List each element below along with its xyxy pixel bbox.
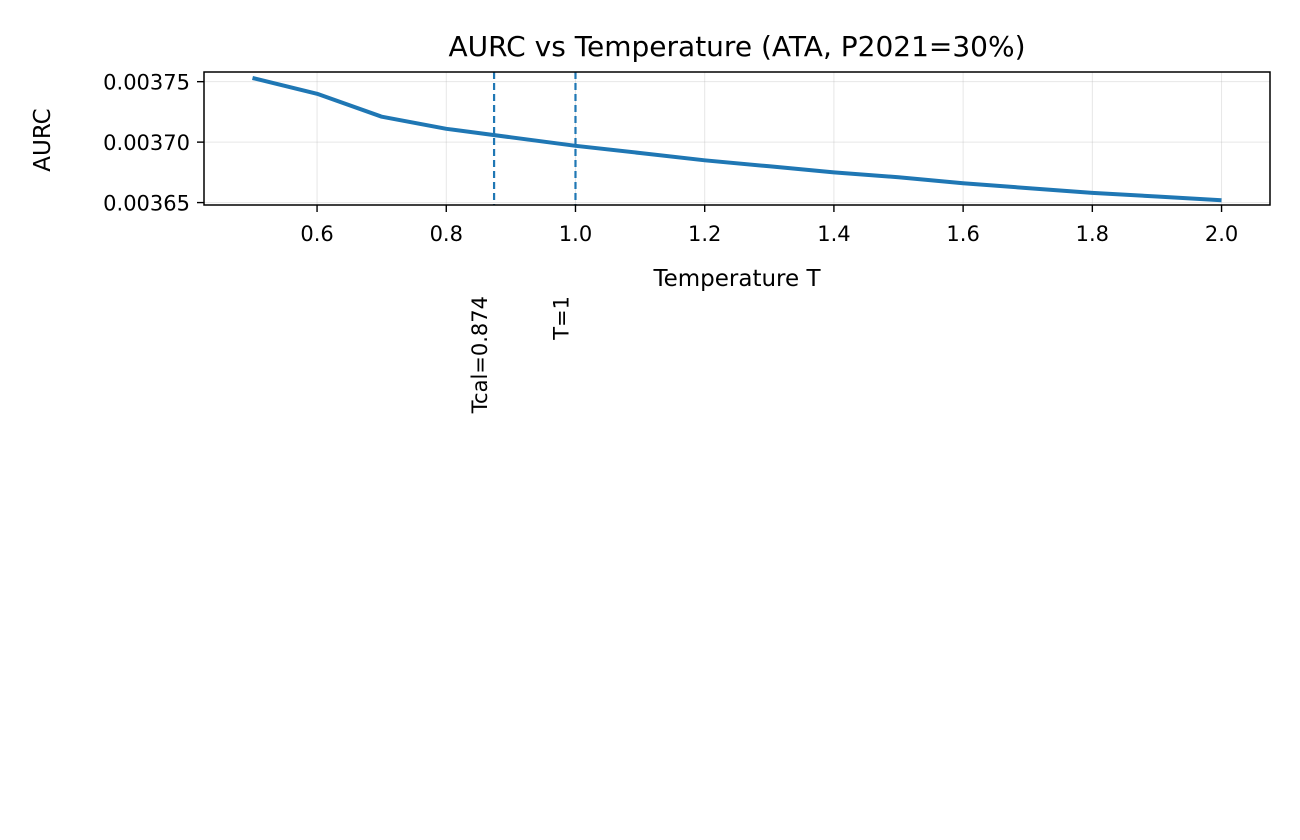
y-tick-label: 0.00375 — [103, 71, 190, 95]
x-tick-label: 0.6 — [300, 222, 333, 246]
y-axis-label: AURC — [30, 108, 56, 171]
reference-line-label: T=1 — [549, 296, 573, 341]
plot-area-frame — [203, 71, 1271, 206]
x-tick-label: 0.8 — [430, 222, 463, 246]
x-tick-label: 1.6 — [946, 222, 979, 246]
reference-lines — [492, 72, 577, 205]
chart-title: AURC vs Temperature (ATA, P2021=30%) — [448, 30, 1025, 63]
y-tick-label: 0.00370 — [103, 131, 190, 155]
series-layer — [252, 76, 1222, 203]
x-tick-label: 1.2 — [688, 222, 721, 246]
x-tick-label: 2.0 — [1205, 222, 1238, 246]
x-tick-label: 1.0 — [559, 222, 592, 246]
x-axis-ticks: 0.6 0.8 1.0 1.2 1.4 1.6 1.8 2.0 — [300, 205, 1238, 246]
grid — [204, 72, 1270, 205]
reference-line-label: Tcal=0.874 — [468, 296, 492, 414]
y-tick-label: 0.00365 — [103, 192, 190, 216]
x-axis-label: Temperature T — [652, 266, 821, 292]
x-tick-label: 1.4 — [817, 222, 850, 246]
reference-line-labels: Tcal=0.874 T=1 — [468, 296, 573, 414]
x-tick-label: 1.8 — [1076, 222, 1109, 246]
series-line — [252, 76, 1222, 203]
y-axis-ticks: 0.00365 0.00370 0.00375 — [103, 71, 204, 216]
